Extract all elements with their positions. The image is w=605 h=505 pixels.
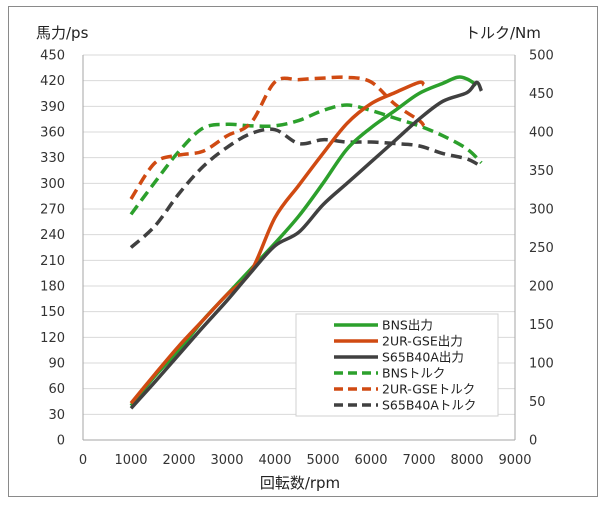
series-line-4: [129, 75, 426, 200]
y-tick-label: 270: [40, 203, 65, 218]
y-tick-label: 30: [48, 408, 65, 423]
y2-tick-label: 350: [529, 164, 554, 179]
y-tick-label: 240: [40, 228, 65, 243]
y-tick-label: 450: [40, 49, 65, 64]
y-axis-title: 馬力/ps: [36, 24, 89, 42]
x-tick-label: 0: [79, 453, 87, 468]
y-tick-label: 120: [40, 331, 65, 346]
y2-tick-label: 0: [529, 434, 537, 449]
y2-tick-label: 500: [529, 49, 554, 64]
x-tick-label: 2000: [162, 453, 195, 468]
legend-label: BNS出力: [382, 318, 433, 333]
x-tick-label: 6000: [354, 453, 387, 468]
legend-label: S65B40A出力: [382, 350, 464, 365]
y-tick-label: 0: [57, 434, 65, 449]
y2-tick-label: 250: [529, 241, 554, 256]
legend-label: 2UR-GSEトルク: [382, 382, 475, 397]
y-tick-label: 150: [40, 305, 65, 320]
x-tick-label: 4000: [258, 453, 291, 468]
x-tick-label: 7000: [402, 453, 435, 468]
tick-labels: 0 30 60 90 120 150 180 210 240 270 300 330 360 390 420…: [40, 49, 554, 469]
y-tick-label: 60: [48, 382, 65, 397]
x-tick-label: 8000: [450, 453, 483, 468]
x-tick-label: 9000: [498, 453, 531, 468]
y2-tick-label: 50: [529, 395, 546, 410]
legend-label: S65B40Aトルク: [382, 398, 476, 413]
y-tick-label: 90: [48, 357, 65, 372]
legend: BNS出力2UR-GSE出力S65B40A出力BNSトルク2UR-GSEトルクS…: [295, 313, 499, 417]
series-line-1: [129, 80, 426, 405]
y2-tick-label: 100: [529, 357, 554, 372]
x-tick-label: 3000: [210, 453, 243, 468]
y-tick-label: 180: [40, 280, 65, 295]
data-series: [129, 75, 484, 410]
x-tick-label: 5000: [306, 453, 339, 468]
y2-tick-label: 400: [529, 126, 554, 141]
y2-tick-label: 150: [529, 318, 554, 333]
y-tick-label: 210: [40, 254, 65, 269]
legend-label: BNSトルク: [382, 366, 445, 381]
y-tick-label: 360: [40, 126, 65, 141]
series-line-3: [129, 103, 483, 216]
y2-tick-label: 450: [529, 87, 554, 102]
y-tick-label: 390: [40, 100, 65, 115]
legend-label: 2UR-GSE出力: [382, 334, 463, 349]
series-line-5: [129, 127, 483, 249]
y-tick-label: 300: [40, 177, 65, 192]
y2-tick-label: 200: [529, 280, 554, 295]
axes: [82, 55, 516, 441]
y2-tick-label: 300: [529, 203, 554, 218]
series-line-2: [129, 80, 484, 410]
y-tick-label: 420: [40, 74, 65, 89]
y2-axis-title: トルク/Nm: [465, 24, 541, 42]
x-tick-label: 1000: [114, 453, 147, 468]
y-tick-label: 330: [40, 151, 65, 166]
legend-box: [295, 313, 499, 417]
x-axis-title: 回転数/rpm: [260, 474, 340, 492]
